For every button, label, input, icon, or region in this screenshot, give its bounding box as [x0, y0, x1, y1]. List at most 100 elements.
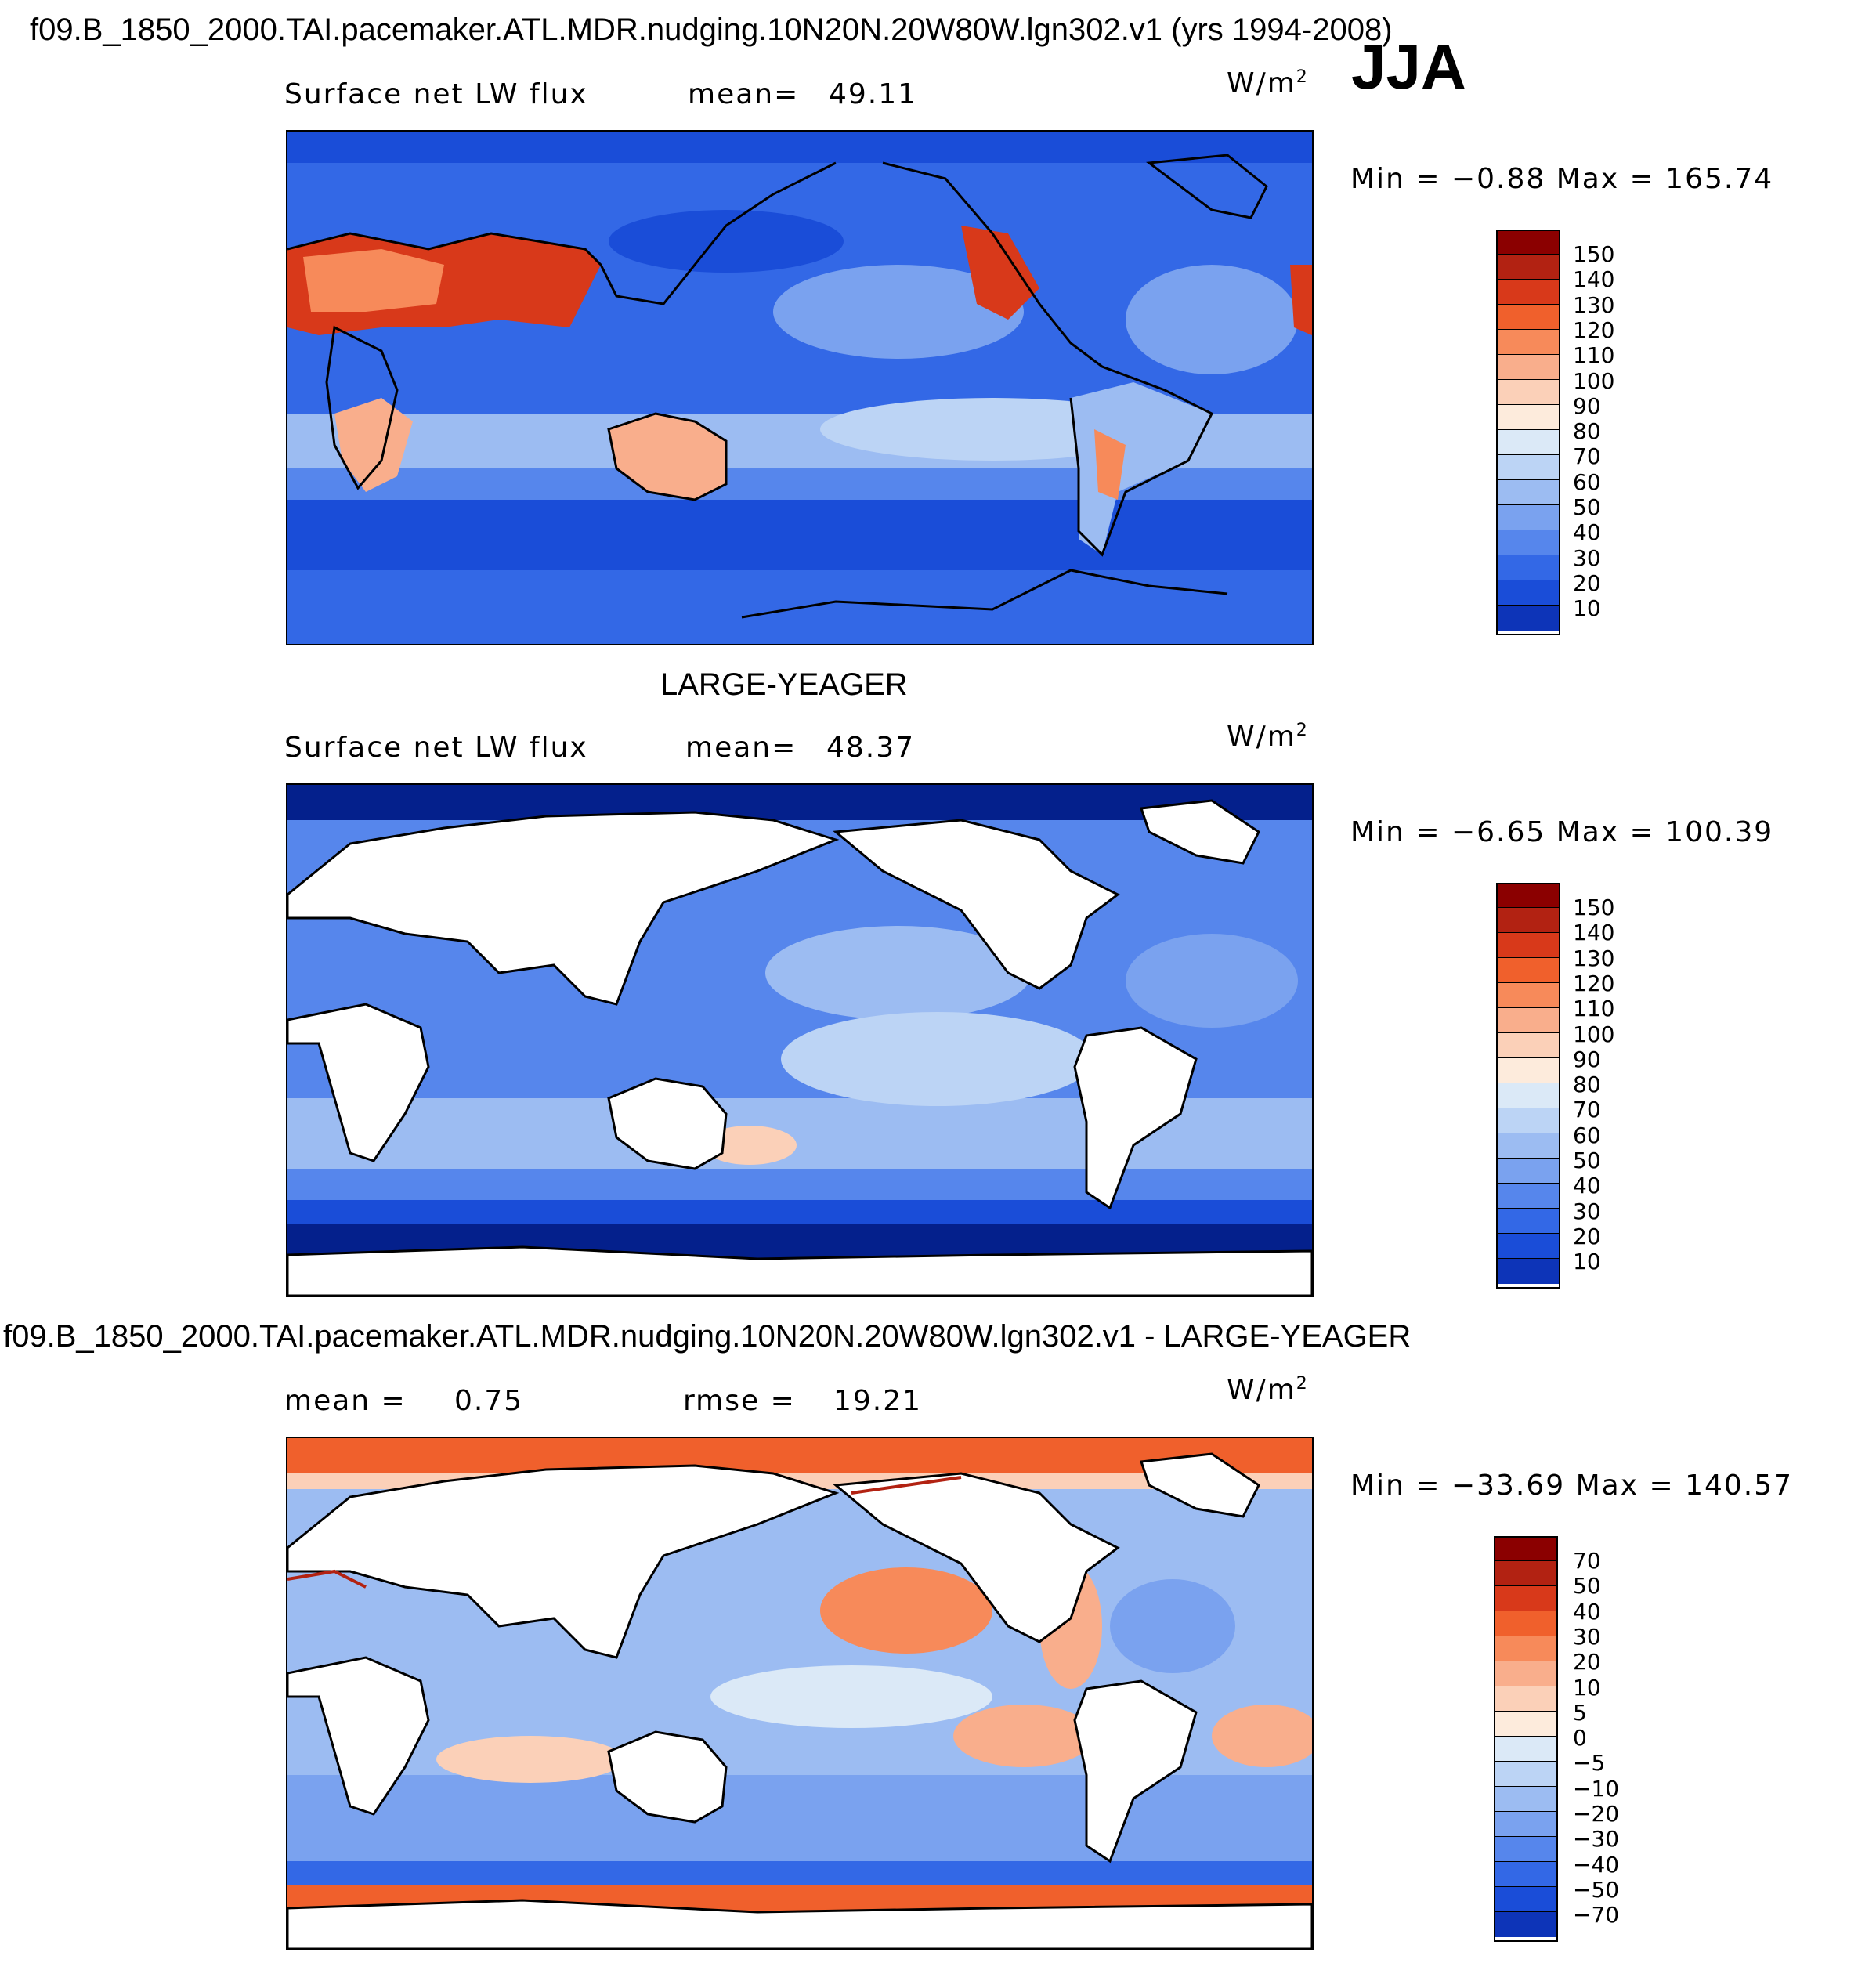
colorbar-segment	[1495, 1762, 1556, 1787]
case-title: f09.B_1850_2000.TAI.pacemaker.ATL.MDR.nu…	[30, 13, 1393, 47]
colorbar-segment	[1498, 1234, 1559, 1259]
colorbar-tick-label: 140	[1573, 266, 1615, 293]
colorbar-tick-label: 100	[1573, 1021, 1615, 1047]
colorbar-tick-label: 130	[1573, 291, 1615, 318]
colorbar-segment	[1498, 1159, 1559, 1184]
panel3-map	[286, 1437, 1314, 1950]
colorbar-tick-label: 80	[1573, 418, 1601, 445]
colorbar-tick-label: 90	[1573, 392, 1601, 419]
panel1-map	[286, 130, 1314, 645]
panel2-mean-value: 48.37	[826, 732, 916, 764]
colorbar-tick-label: 40	[1573, 519, 1601, 546]
panel3-rmse-value: 19.21	[833, 1385, 923, 1417]
colorbar-segment	[1498, 231, 1559, 255]
colorbar-tick-label: 5	[1573, 1699, 1587, 1726]
panel2-variable: Surface net LW flux	[284, 732, 588, 764]
colorbar-segment	[1498, 1083, 1559, 1108]
panel1-map-svg	[287, 132, 1312, 644]
colorbar-segment	[1495, 1737, 1556, 1762]
colorbar-tick-label: 130	[1573, 945, 1615, 971]
colorbar-tick-label: 110	[1573, 342, 1615, 369]
colorbar-segment	[1495, 1636, 1556, 1661]
colorbar-tick-label: 40	[1573, 1598, 1601, 1625]
colorbar-tick-label: 30	[1573, 1623, 1601, 1650]
panel3-rmse-label: rmse =	[683, 1385, 796, 1417]
colorbar-segment	[1498, 933, 1559, 958]
colorbar-tick-label: 20	[1573, 1649, 1601, 1676]
colorbar-tick-label: 10	[1573, 1674, 1601, 1701]
colorbar-segment	[1498, 908, 1559, 933]
colorbar-tick-label: 20	[1573, 1223, 1601, 1249]
colorbar-segment	[1495, 1887, 1556, 1912]
colorbar-segment	[1498, 1033, 1559, 1058]
colorbar-segment	[1495, 1538, 1556, 1561]
colorbar-segment	[1498, 330, 1559, 355]
colorbar-tick-label: 70	[1573, 1097, 1601, 1123]
colorbar-segment	[1498, 1108, 1559, 1133]
colorbar-segment	[1498, 1259, 1559, 1284]
colorbar-tick-label: −40	[1573, 1851, 1620, 1878]
colorbar-tick-label: 80	[1573, 1072, 1601, 1098]
panel2-map-svg	[287, 785, 1312, 1296]
colorbar-tick-label: 140	[1573, 920, 1615, 946]
colorbar-tick-label: 30	[1573, 1198, 1601, 1224]
colorbar-tick-label: 70	[1573, 443, 1601, 470]
colorbar-tick-label: 0	[1573, 1725, 1587, 1752]
colorbar-segment	[1498, 1209, 1559, 1234]
panel1-variable: Surface net LW flux	[284, 78, 588, 110]
panel1-mean-label: mean=	[688, 78, 800, 110]
colorbar-segment	[1498, 305, 1559, 330]
panel2-colorbar	[1496, 883, 1560, 1289]
colorbar-segment	[1495, 1862, 1556, 1887]
colorbar-segment	[1495, 1661, 1556, 1686]
colorbar-segment	[1498, 480, 1559, 505]
colorbar-tick-label: 100	[1573, 367, 1615, 394]
colorbar-segment	[1498, 380, 1559, 405]
colorbar-tick-label: 20	[1573, 569, 1601, 596]
panel1-colorbar	[1496, 230, 1560, 635]
panel3-map-svg	[287, 1438, 1312, 1949]
colorbar-segment	[1495, 1611, 1556, 1636]
colorbar-segment	[1498, 530, 1559, 555]
colorbar-segment	[1495, 1586, 1556, 1611]
colorbar-segment	[1498, 405, 1559, 430]
panel1-units: W/m2	[1227, 67, 1309, 99]
colorbar-tick-label: −50	[1573, 1876, 1620, 1903]
colorbar-tick-label: 30	[1573, 544, 1601, 571]
colorbar-segment	[1498, 983, 1559, 1008]
season-label: JJA	[1351, 32, 1466, 102]
colorbar-tick-label: 50	[1573, 1573, 1601, 1600]
panel1-mean-value: 49.11	[829, 78, 918, 110]
panel3-colorbar	[1494, 1536, 1558, 1942]
colorbar-segment	[1498, 280, 1559, 305]
colorbar-segment	[1498, 884, 1559, 908]
colorbar-segment	[1498, 255, 1559, 280]
colorbar-segment	[1498, 958, 1559, 983]
colorbar-segment	[1495, 1686, 1556, 1712]
colorbar-tick-label: −10	[1573, 1775, 1620, 1802]
colorbar-tick-label: 70	[1573, 1548, 1601, 1574]
colorbar-tick-label: 40	[1573, 1173, 1601, 1199]
colorbar-segment	[1498, 606, 1559, 631]
panel2-mean-label: mean=	[685, 732, 797, 764]
colorbar-segment	[1495, 1812, 1556, 1837]
colorbar-segment	[1495, 1561, 1556, 1586]
colorbar-segment	[1498, 505, 1559, 530]
colorbar-segment	[1498, 1008, 1559, 1033]
colorbar-segment	[1498, 555, 1559, 580]
colorbar-segment	[1498, 580, 1559, 606]
colorbar-segment	[1498, 355, 1559, 380]
panel3-units: W/m2	[1227, 1374, 1309, 1406]
colorbar-tick-label: −5	[1573, 1750, 1606, 1777]
panel2-units: W/m2	[1227, 721, 1309, 753]
colorbar-tick-label: −30	[1573, 1826, 1620, 1853]
panel2-minmax: Min = −6.65 Max = 100.39	[1350, 816, 1774, 848]
colorbar-segment	[1498, 1133, 1559, 1159]
panel2-map	[286, 783, 1314, 1297]
colorbar-segment	[1495, 1837, 1556, 1862]
panel2-title: LARGE-YEAGER	[660, 667, 908, 702]
panel3-mean-label: mean =	[284, 1385, 407, 1417]
colorbar-segment	[1498, 455, 1559, 480]
panel3-mean-value: 0.75	[454, 1385, 524, 1417]
colorbar-tick-label: 10	[1573, 595, 1601, 622]
